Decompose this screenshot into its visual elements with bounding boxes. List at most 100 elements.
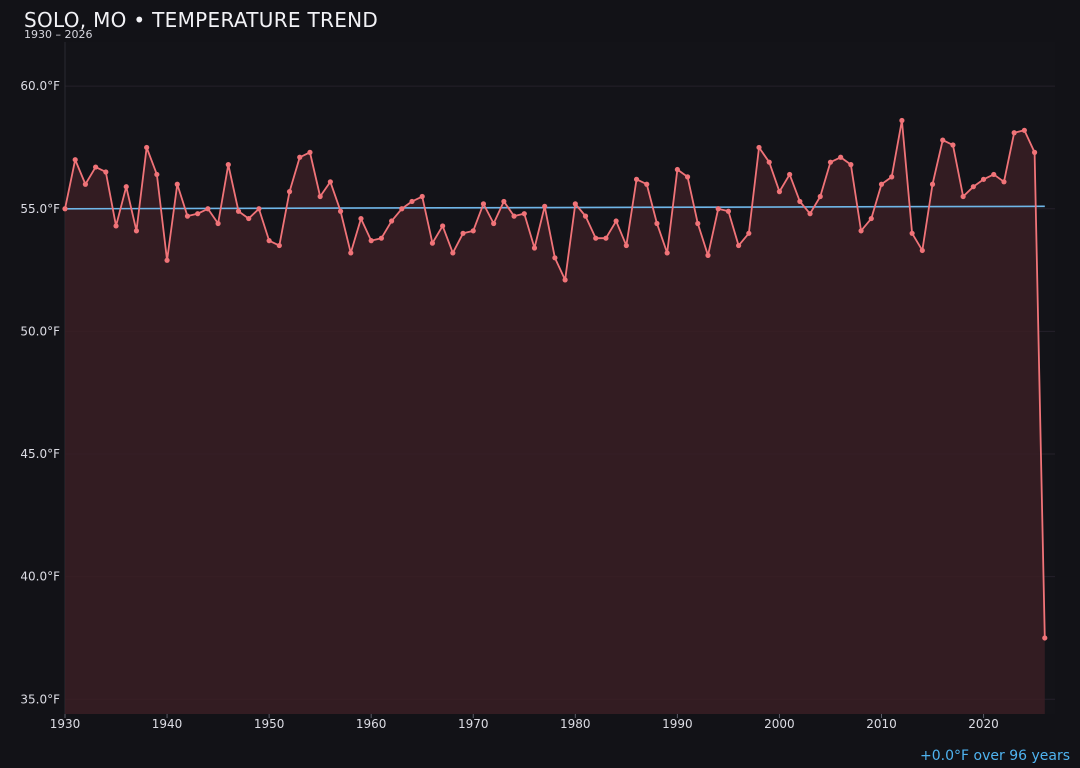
data-point-1960 <box>368 238 374 244</box>
data-point-2021 <box>991 171 997 178</box>
data-point-1953 <box>297 154 303 160</box>
data-point-1998 <box>756 144 762 151</box>
data-point-1942 <box>184 213 191 219</box>
chart-title: SOLO, MO • TEMPERATURE TREND <box>24 8 379 32</box>
data-point-2009 <box>868 215 874 222</box>
data-point-1948 <box>246 215 252 222</box>
data-point-2004 <box>817 193 823 200</box>
data-point-1981 <box>582 213 589 219</box>
data-point-2010 <box>878 181 885 187</box>
data-point-1947 <box>235 208 242 214</box>
data-point-1956 <box>327 179 333 185</box>
y-axis-ticks: 35.0°F 40.0°F 45.0°F 50.0°F 55.0°F 60.0°F <box>20 79 60 706</box>
x-tick-label: 1970 <box>458 717 489 731</box>
data-point-1973 <box>501 198 507 205</box>
data-point-1949 <box>256 206 262 212</box>
data-point-1980 <box>572 201 578 207</box>
trend-summary: +0.0°F over 96 years <box>920 748 1070 764</box>
x-tick-label: 2000 <box>764 717 795 731</box>
data-point-1932 <box>82 181 89 187</box>
data-point-1974 <box>511 213 517 219</box>
data-point-2013 <box>909 230 915 236</box>
data-point-1954 <box>307 149 313 155</box>
data-point-1986 <box>633 176 640 182</box>
data-point-2000 <box>776 189 783 195</box>
data-point-1993 <box>705 252 711 258</box>
data-point-2001 <box>787 171 793 178</box>
data-point-1988 <box>654 220 660 227</box>
data-point-2002 <box>797 198 803 205</box>
data-point-1995 <box>725 208 732 214</box>
data-point-1962 <box>388 218 395 224</box>
x-tick-label: 2010 <box>866 717 897 731</box>
data-point-2024 <box>1021 127 1027 133</box>
data-point-1977 <box>542 203 548 209</box>
data-point-2014 <box>919 247 925 254</box>
data-point-2003 <box>807 211 813 217</box>
data-point-2025 <box>1031 149 1038 155</box>
data-point-1961 <box>378 235 384 241</box>
data-point-2016 <box>940 137 946 143</box>
data-point-1965 <box>419 193 425 200</box>
x-tick-label: 2020 <box>968 717 999 731</box>
y-tick-label: 60.0°F <box>20 79 60 93</box>
data-point-1996 <box>736 242 742 249</box>
data-point-2018 <box>960 193 966 200</box>
data-point-2022 <box>1001 179 1007 185</box>
data-point-1937 <box>133 228 140 234</box>
data-point-2019 <box>970 184 976 190</box>
data-point-1991 <box>684 174 691 180</box>
y-tick-label: 45.0°F <box>20 447 60 461</box>
data-point-1984 <box>613 218 619 224</box>
area-fill <box>65 120 1045 714</box>
x-tick-label: 1940 <box>152 717 183 731</box>
data-point-1955 <box>317 193 323 200</box>
data-point-1939 <box>154 171 160 178</box>
data-point-1933 <box>93 164 99 170</box>
data-point-1950 <box>266 238 272 244</box>
trend-line <box>64 205 1045 210</box>
x-axis-ticks: 1930 1940 1950 1960 1970 1980 1990 2000 2010 2020 <box>50 714 999 731</box>
data-point-1957 <box>337 208 344 214</box>
x-tick-label: 1960 <box>356 717 387 731</box>
y-tick-label: 50.0°F <box>20 324 60 338</box>
data-point-1952 <box>286 189 293 195</box>
data-point-2011 <box>889 174 895 180</box>
data-point-2017 <box>950 142 956 148</box>
data-point-1985 <box>623 242 629 249</box>
data-point-1990 <box>674 166 680 173</box>
data-point-1943 <box>195 211 201 217</box>
series-area <box>65 120 1045 714</box>
data-point-2020 <box>980 176 987 182</box>
data-point-1994 <box>715 206 721 212</box>
trend-line-group <box>64 205 1045 210</box>
x-tick-label: 1990 <box>662 717 693 731</box>
data-point-1963 <box>399 206 405 212</box>
data-point-1930 <box>62 206 68 212</box>
data-point-1999 <box>766 159 772 165</box>
data-point-1936 <box>123 184 129 190</box>
data-point-1975 <box>521 211 527 217</box>
data-point-1968 <box>450 250 456 256</box>
temperature-points <box>62 117 1048 641</box>
data-point-2008 <box>858 228 864 234</box>
data-point-1970 <box>470 228 476 234</box>
data-point-1945 <box>215 220 221 227</box>
chart-subtitle: 1930 – 2026 <box>24 28 93 41</box>
data-point-1946 <box>225 162 231 168</box>
data-point-1964 <box>409 198 415 205</box>
data-point-1969 <box>460 230 466 236</box>
data-point-2023 <box>1011 130 1017 136</box>
data-point-1967 <box>440 223 446 229</box>
data-point-1958 <box>348 250 354 256</box>
data-point-2012 <box>899 117 905 124</box>
data-point-1935 <box>113 223 119 229</box>
data-point-1931 <box>72 157 78 163</box>
y-tick-label: 55.0°F <box>20 202 60 216</box>
data-point-2006 <box>838 154 844 160</box>
data-point-1972 <box>491 220 497 227</box>
data-point-1941 <box>174 181 180 187</box>
data-point-1992 <box>695 220 701 227</box>
data-point-1989 <box>664 250 670 256</box>
data-point-1966 <box>429 240 436 246</box>
